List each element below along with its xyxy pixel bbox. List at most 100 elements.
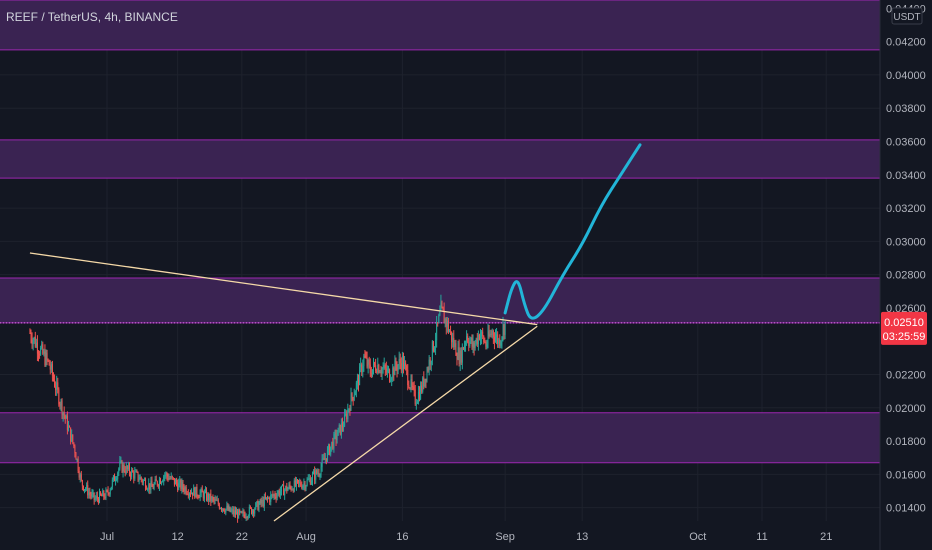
candle-body xyxy=(419,391,421,400)
candle-body xyxy=(201,488,203,493)
price-tag-countdown: 03:25:59 xyxy=(883,331,926,343)
candle-body xyxy=(271,494,273,496)
candle-body xyxy=(35,342,37,347)
price-tick-label: 0.01400 xyxy=(886,503,926,515)
candle-body xyxy=(172,477,174,479)
candle-body xyxy=(96,495,98,499)
candle-body xyxy=(125,465,127,474)
candle-body xyxy=(361,364,363,373)
candle-body xyxy=(89,492,91,495)
candle-body xyxy=(76,458,78,460)
candle-body xyxy=(440,302,442,312)
candle-body xyxy=(496,334,498,338)
candle-body xyxy=(132,469,134,473)
candle-body xyxy=(404,362,406,369)
time-tick-label: 16 xyxy=(396,531,408,543)
candle-body xyxy=(50,364,52,370)
candle-body xyxy=(304,483,306,489)
candle-body xyxy=(490,333,492,335)
candle-body xyxy=(174,480,176,485)
time-tick-label: Aug xyxy=(296,531,316,543)
candle-body xyxy=(328,445,330,450)
candles xyxy=(29,294,506,523)
candle-body xyxy=(243,511,245,515)
candle-body xyxy=(115,479,117,482)
candle-body xyxy=(116,478,118,480)
candle-body xyxy=(472,342,474,347)
candle-body xyxy=(123,464,125,472)
candle-body xyxy=(93,492,95,501)
candle-body xyxy=(347,409,349,420)
current-price-tag: 0.02510 03:25:59 xyxy=(881,311,927,345)
candle-body xyxy=(445,318,447,327)
candle-body xyxy=(212,497,214,499)
candle-body xyxy=(214,499,216,501)
candle-body xyxy=(57,382,59,390)
candle-body xyxy=(259,499,261,505)
time-axis[interactable]: Jul 12 22 Aug 16 Sep 13 Oct 11 21 xyxy=(100,531,832,543)
candle-body xyxy=(128,465,130,474)
candle-body xyxy=(498,339,500,344)
price-tick-label: 0.01600 xyxy=(886,469,926,481)
candle-body xyxy=(224,510,226,513)
candle-body xyxy=(500,341,502,346)
candle-body xyxy=(398,359,400,365)
candle-body xyxy=(165,473,167,475)
candle-body xyxy=(434,347,435,351)
candle-body xyxy=(277,491,279,495)
candle-body xyxy=(180,480,182,490)
candle-body xyxy=(457,347,459,360)
price-axis[interactable]: 0.044000.042000.040000.038000.036000.034… xyxy=(886,3,926,514)
candle-body xyxy=(268,497,270,499)
candle-body xyxy=(183,488,185,492)
candle-body xyxy=(331,441,333,447)
candle-body xyxy=(207,493,209,501)
candle-body xyxy=(39,354,41,356)
candle-body xyxy=(160,479,162,484)
candle-body xyxy=(192,492,194,496)
candle-body xyxy=(441,302,443,308)
candle-body xyxy=(355,382,357,392)
candle-body xyxy=(344,415,346,427)
candle-body xyxy=(90,494,92,497)
candle-body xyxy=(215,499,217,501)
candle-body xyxy=(439,311,441,316)
candle-body xyxy=(359,366,361,386)
candle-body xyxy=(273,494,275,496)
candle-body xyxy=(428,359,430,371)
price-tick-label: 0.04000 xyxy=(886,70,926,82)
candle-body xyxy=(493,336,495,342)
candle-body xyxy=(149,483,151,490)
candle-body xyxy=(188,493,190,496)
candle-body xyxy=(88,492,90,496)
candle-body xyxy=(46,352,48,360)
candle-body xyxy=(257,501,259,511)
candle-body xyxy=(109,490,111,495)
time-tick-label: 11 xyxy=(756,531,767,543)
candle-body xyxy=(81,480,83,486)
candle-body xyxy=(117,472,119,479)
candle-body xyxy=(265,497,267,499)
candle-body xyxy=(416,401,418,404)
candle-body xyxy=(70,427,72,442)
candle-body xyxy=(383,364,385,369)
candle-body xyxy=(178,482,180,490)
candle-body xyxy=(442,307,444,311)
candle-body xyxy=(425,378,427,382)
candle-body xyxy=(286,486,288,491)
candle-body xyxy=(64,415,66,419)
candle-body xyxy=(283,484,285,496)
candle-body xyxy=(169,478,171,480)
price-tick-label: 0.01800 xyxy=(886,436,926,448)
candle-body xyxy=(460,350,462,363)
candle-body xyxy=(248,507,250,516)
candle-body xyxy=(54,379,56,387)
candle-body xyxy=(240,511,242,513)
candle-body xyxy=(409,387,411,389)
candle-body xyxy=(339,424,341,435)
candle-body xyxy=(206,490,208,501)
candle-body xyxy=(31,339,33,345)
candle-body xyxy=(298,480,300,483)
candle-body xyxy=(199,492,201,498)
